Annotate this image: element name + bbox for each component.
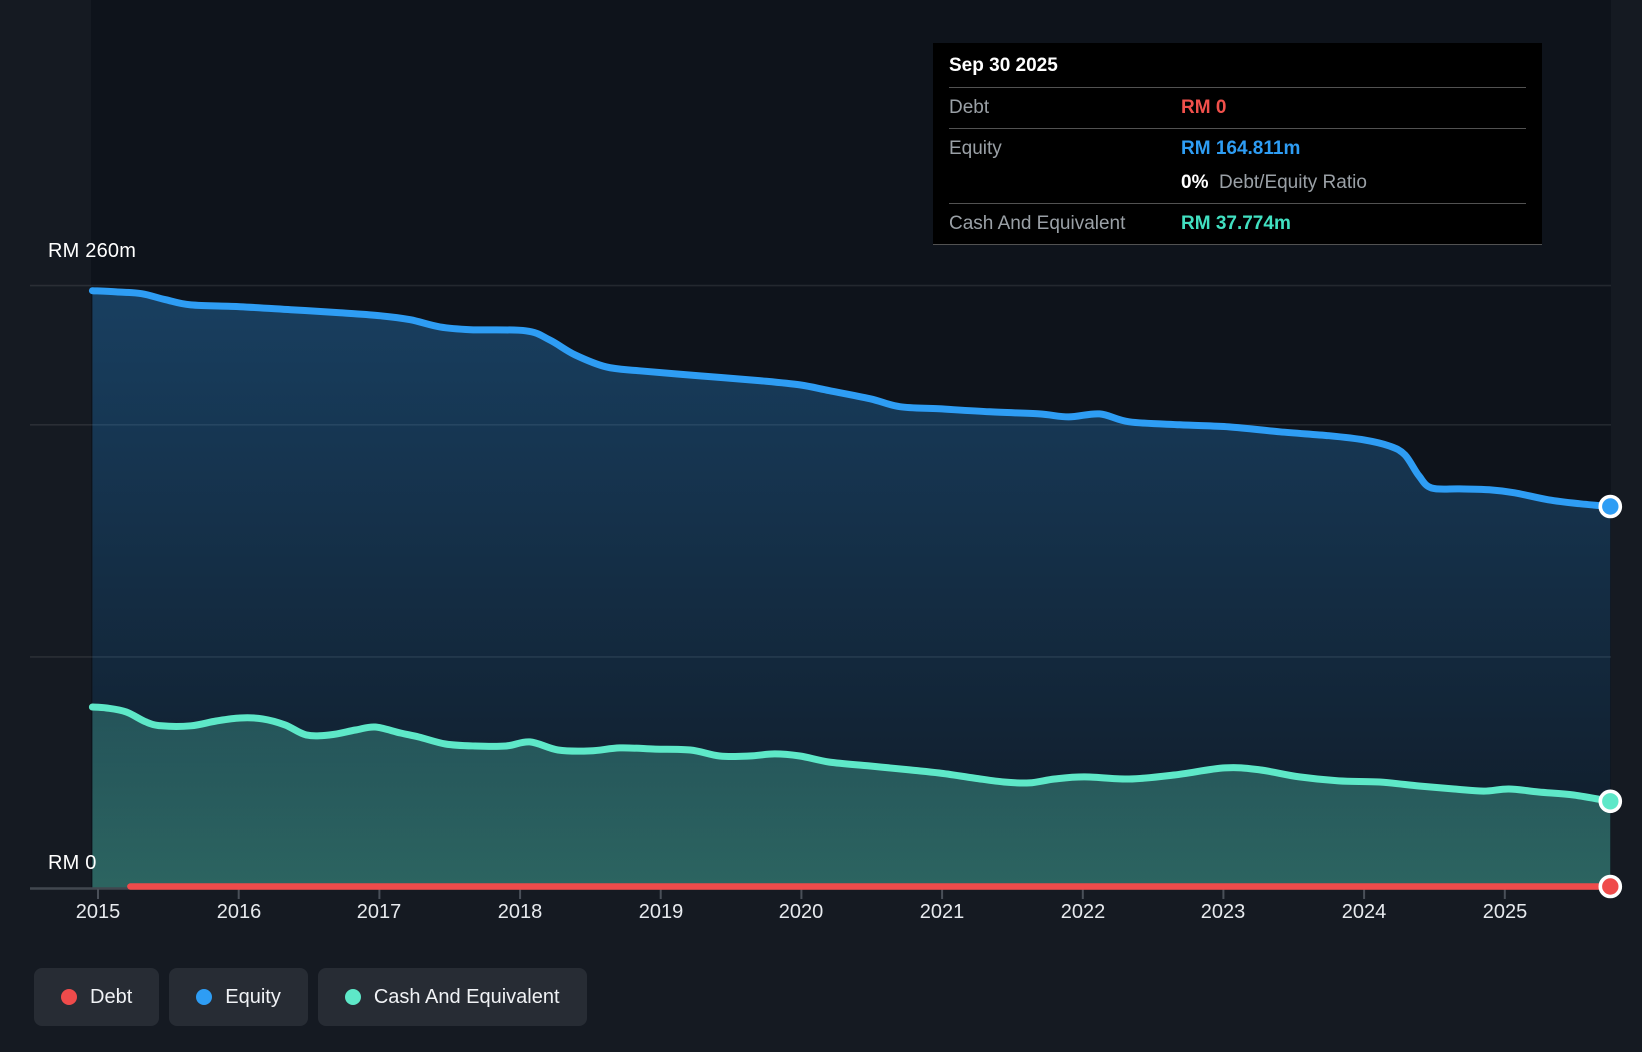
legend-dot-icon [196, 989, 212, 1005]
legend-item-equity[interactable]: Equity [169, 968, 308, 1026]
tooltip-ratio-percent: 0% [1181, 172, 1208, 193]
x-axis-year-label-2023: 2023 [1178, 901, 1268, 924]
tooltip-ratio-value: 0% Debt/Equity Ratio [1181, 172, 1367, 194]
equity-end-marker [1600, 497, 1620, 517]
y-axis-max-label: RM 260m [48, 240, 136, 263]
x-axis-year-label-2024: 2024 [1319, 901, 1409, 924]
tooltip-cash-label: Cash And Equivalent [949, 213, 1181, 235]
tooltip-equity-value: RM 164.811m [1181, 138, 1300, 160]
legend-dot-icon [61, 989, 77, 1005]
tooltip-cash-value: RM 37.774m [1181, 213, 1291, 235]
legend-dot-icon [345, 989, 361, 1005]
x-axis-year-label-2018: 2018 [475, 901, 565, 924]
legend-item-debt[interactable]: Debt [34, 968, 159, 1026]
x-axis-year-label-2022: 2022 [1038, 901, 1128, 924]
legend-label: Cash And Equivalent [374, 986, 560, 1009]
tooltip-row-ratio: 0% Debt/Equity Ratio [949, 169, 1526, 203]
x-axis-year-label-2025: 2025 [1460, 901, 1550, 924]
y-axis-zero-label: RM 0 [48, 852, 97, 875]
chart-tooltip: Sep 30 2025 Debt RM 0 Equity RM 164.811m… [933, 43, 1542, 245]
x-axis-year-label-2021: 2021 [897, 901, 987, 924]
tooltip-equity-label: Equity [949, 138, 1181, 160]
tooltip-row-debt: Debt RM 0 [949, 87, 1526, 128]
x-axis-year-label-2015: 2015 [53, 901, 143, 924]
x-axis-year-label-2020: 2020 [756, 901, 846, 924]
x-axis-year-label-2017: 2017 [334, 901, 424, 924]
debt-equity-history-chart: RM 260m RM 0 2015 2016 2017 2018 2019 2020 202… [0, 0, 1642, 1052]
tooltip-debt-label: Debt [949, 97, 1181, 119]
x-axis-year-label-2019: 2019 [616, 901, 706, 924]
legend-item-cash-and-equivalent[interactable]: Cash And Equivalent [318, 968, 587, 1026]
debt-end-marker [1600, 877, 1620, 897]
legend-label: Debt [90, 986, 132, 1009]
cash-end-marker [1600, 791, 1620, 811]
tooltip-debt-value: RM 0 [1181, 97, 1226, 119]
x-axis-year-label-2016: 2016 [194, 901, 284, 924]
legend-label: Equity [225, 986, 281, 1009]
tooltip-row-equity: Equity RM 164.811m [949, 128, 1526, 169]
tooltip-row-cash: Cash And Equivalent RM 37.774m [949, 203, 1526, 244]
tooltip-date: Sep 30 2025 [949, 43, 1526, 87]
chart-legend: Debt Equity Cash And Equivalent [34, 968, 587, 1026]
